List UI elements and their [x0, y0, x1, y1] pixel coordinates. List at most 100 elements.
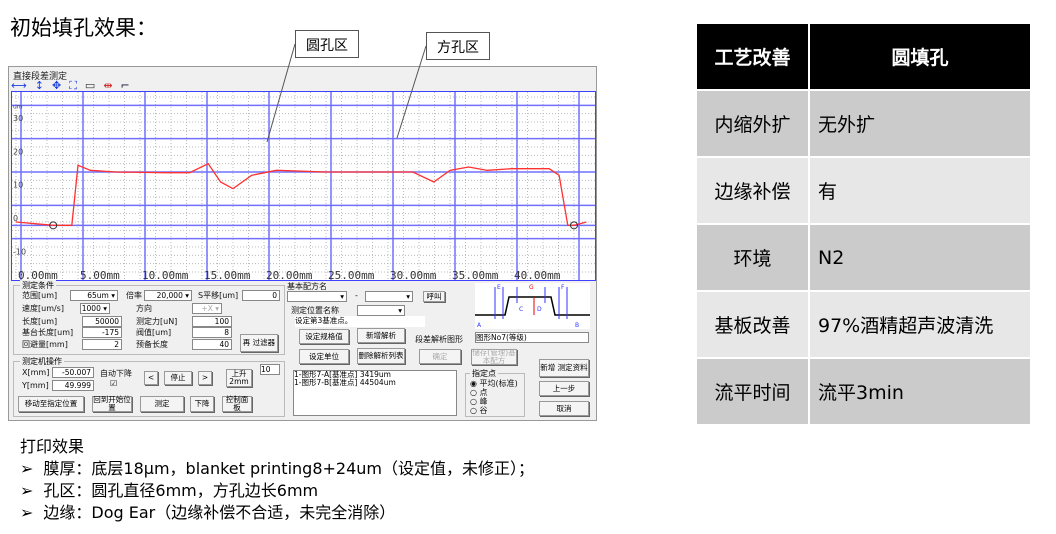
y-tick-label: 0	[13, 214, 18, 223]
profile-chart[interactable]: 30 20 10 0 -10 um 0.00mm 5.00mm 10.00mm 15.00mm 20…	[11, 91, 596, 281]
radio-valley[interactable]: 谷	[479, 406, 488, 415]
move-button[interactable]: 移动至指定位置	[18, 396, 84, 412]
label: 速度[um/s]	[22, 304, 64, 313]
control-panel-button[interactable]: 控制面板	[222, 396, 252, 412]
measure-button[interactable]: 测定	[140, 396, 184, 412]
x-tick-label: 20.00mm	[266, 269, 313, 281]
recipe-select-2[interactable]: ▾	[365, 291, 413, 302]
position-select[interactable]: ▾	[357, 305, 405, 316]
step-shape-diagram: A E G F C D B	[475, 283, 590, 329]
speed-select[interactable]: 1000 ▾	[80, 303, 110, 314]
move-icon[interactable]: ✥	[52, 79, 62, 92]
x-tick-label: 35.00mm	[452, 269, 499, 281]
profile-line	[15, 162, 587, 226]
fit-icon[interactable]: ⛶	[69, 79, 77, 92]
label: 范围[um]	[22, 291, 58, 300]
magnification-select[interactable]: 20,000 ▾	[144, 290, 192, 301]
group-title: 测定机操作	[20, 356, 64, 367]
arrow-vertical-icon[interactable]: ↕	[34, 79, 44, 92]
cancel-button[interactable]: 取消	[539, 401, 589, 416]
list-item[interactable]: 1-图形7-A[基准点] 3419um	[294, 370, 391, 379]
bullet-item: 膜厚：底层18μm，blanket printing8+24um（设定值，未修正…	[43, 459, 534, 478]
radio-point[interactable]: 点	[479, 388, 488, 397]
range-select[interactable]: 65um ▾	[70, 290, 118, 301]
arrow-bullet-icon: ➢	[20, 481, 34, 500]
row-value: 流平3min	[808, 357, 1032, 426]
print-title: 打印效果	[20, 437, 85, 456]
x-tick-label: 0.00mm	[18, 269, 58, 281]
svg-text:E: E	[497, 284, 501, 291]
row-value: 有	[808, 156, 1032, 225]
reference-point-marker	[570, 221, 578, 230]
operation-group: 测定机操作 X[mm] -50.007 Y[mm] 49.999 自动下降 ☑ …	[13, 356, 285, 417]
step-field[interactable]: 10	[260, 364, 280, 375]
y-tick-label: -10	[13, 247, 26, 256]
y-tick-label: 10	[13, 181, 23, 190]
delete-analysis-button[interactable]: 删除解析列表	[357, 348, 405, 364]
reference-point-marker	[49, 221, 58, 230]
analysis-list[interactable]: 1-图形7-A[基准点] 3419um 1-图形7-B[基准点] 44504um	[293, 370, 457, 416]
left-button[interactable]: <	[144, 371, 158, 385]
x-tick-label: 15.00mm	[204, 269, 251, 281]
radio-peak[interactable]: 峰	[479, 397, 488, 406]
y-tick-label: 30	[13, 114, 23, 123]
filter-button[interactable]: 再 过滤器	[240, 334, 278, 352]
confirm-button[interactable]: 确定	[419, 349, 461, 364]
label: -	[355, 291, 358, 300]
auto-down-checkbox[interactable]: ☑	[110, 379, 118, 388]
row-value: 无外扩	[808, 89, 1032, 158]
base-length-field[interactable]: -175	[82, 327, 122, 338]
right-button[interactable]: >	[198, 371, 212, 385]
label: Y[mm]	[22, 381, 49, 390]
call-button[interactable]: 呼叫	[423, 291, 445, 302]
label: 测定力[uN]	[136, 317, 178, 326]
label: 长度[um]	[22, 317, 58, 326]
group-title: 指定点	[470, 368, 498, 379]
slide-title: 初始填孔效果：	[10, 16, 157, 40]
level-icon[interactable]: ⇹	[103, 79, 113, 92]
radio-average[interactable]: 平均(标准)	[479, 379, 518, 388]
s-shift-field[interactable]: 0	[242, 290, 280, 301]
header-cell: 圆填孔	[808, 22, 1032, 91]
y-field[interactable]: 49.999	[52, 380, 94, 391]
svg-text:A: A	[477, 322, 482, 329]
spare-field[interactable]: 40	[192, 339, 232, 350]
threshold-field[interactable]: 8	[192, 327, 232, 338]
direction-select[interactable]: +X ▾	[192, 303, 222, 314]
header-cell: 工艺改善	[695, 22, 810, 91]
label: 倍率	[126, 291, 142, 300]
down-button[interactable]: 下降	[190, 396, 214, 412]
label: 预备长度	[136, 340, 168, 349]
window-title: 直接段差测定	[13, 72, 68, 82]
recipe-select[interactable]: ▾	[287, 291, 347, 302]
length-field[interactable]: 50000	[82, 316, 122, 327]
stop-button[interactable]: 停止	[164, 371, 192, 385]
bullet-item: 孔区：圆孔直径6mm，方孔边长6mm	[43, 481, 319, 500]
list-item[interactable]: 1-图形7-B[基准点] 44504um	[294, 378, 396, 387]
step-icon[interactable]: ⌐	[120, 79, 130, 92]
label: 自动下降	[100, 369, 132, 378]
x-tick-label: 30.00mm	[390, 269, 437, 281]
rect-icon[interactable]: ▭	[84, 79, 96, 92]
group-title: 测定条件	[20, 280, 56, 291]
retract-field[interactable]: 2	[82, 339, 122, 350]
spec-button[interactable]: 设定规格值	[299, 329, 349, 344]
row-label: 基板改善	[695, 290, 810, 359]
prev-button[interactable]: 上一步	[539, 381, 589, 396]
hint-field: 设定第3基准点。	[295, 316, 425, 327]
force-field[interactable]: 100	[192, 316, 232, 327]
label: 回避量[mm]	[22, 340, 68, 349]
up-button[interactable]: 上升 2mm	[226, 369, 252, 387]
new-analysis-button[interactable]: 新增解析	[357, 328, 405, 343]
shape-select[interactable]: 图形No7(等级)	[475, 332, 589, 343]
new-data-button[interactable]: 新增 测定资料	[539, 359, 589, 377]
return-button[interactable]: 回到开始位置	[92, 395, 132, 412]
x-field[interactable]: -50.007	[52, 367, 94, 378]
point-group: 指定点 ◉ 平均(标准) ○ 点 ○ 峰 ○ 谷	[465, 368, 525, 417]
callout-square-hole: 方孔区	[426, 32, 490, 60]
unit-button[interactable]: 设定单位	[299, 349, 349, 364]
arrow-horizontal-icon[interactable]: ⟷	[11, 79, 27, 92]
x-tick-label: 10.00mm	[142, 269, 189, 281]
save-recipe-button[interactable]: 储存(管理)基本配方	[471, 348, 517, 365]
y-axis-unit: um	[13, 104, 23, 111]
